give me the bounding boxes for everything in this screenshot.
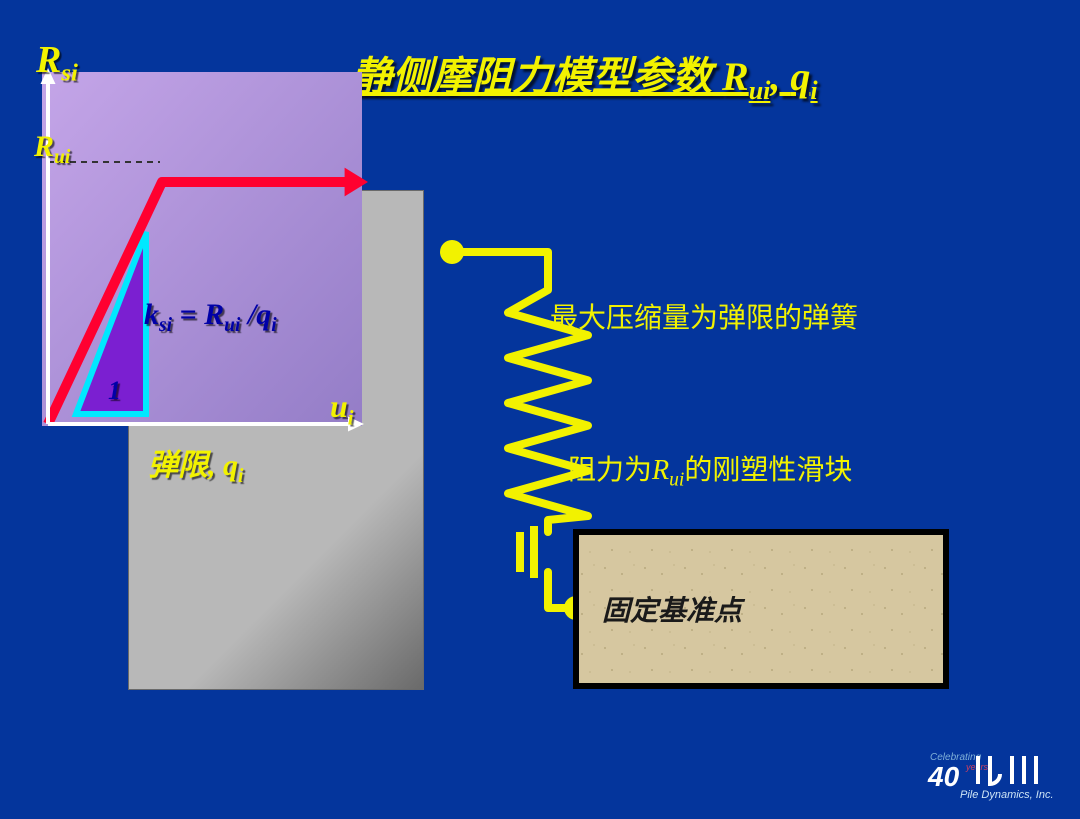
svg-text:Pile Dynamics, Inc.: Pile Dynamics, Inc. (960, 789, 1054, 801)
quake-label: 弹限, qi (148, 440, 243, 488)
chart-svg (0, 0, 1080, 819)
top-connection-dot (440, 240, 464, 264)
slope-formula: ksi = Rui /qi (144, 298, 277, 337)
slider-description: 阻力为Rui的刚塑性滑块 (568, 448, 852, 492)
spring-description: 最大压缩量为弹限的弹簧 (550, 296, 858, 336)
x-axis-label: ui (330, 388, 354, 430)
fixed-reference-label: 固定基准点 (582, 538, 940, 680)
y-axis-label: Rsi (36, 38, 78, 88)
svg-text:40: 40 (927, 761, 960, 792)
slide: 静侧摩阻力模型参数 Rui, qi (0, 0, 1080, 819)
company-logo: Celebrating 40 years Pile Dynamics, Inc. (922, 742, 1062, 805)
one-label: 1 (108, 376, 121, 406)
rui-label: Rui (34, 130, 70, 169)
